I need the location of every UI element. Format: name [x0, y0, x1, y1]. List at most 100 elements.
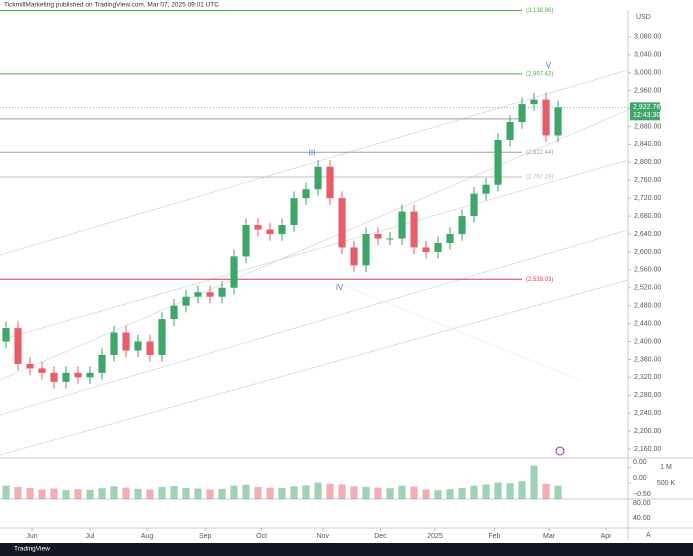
- indicator-label: 0.00: [633, 459, 647, 466]
- volume-bar: [266, 487, 274, 499]
- candle-body: [410, 211, 418, 248]
- candle-body: [386, 238, 394, 240]
- volume-bar: [242, 484, 250, 499]
- event-icon[interactable]: [555, 446, 565, 456]
- y-tick-label: 3,040.00: [634, 52, 661, 59]
- candle-body: [86, 372, 94, 378]
- candle-body: [38, 368, 46, 373]
- volume-bar: [206, 489, 214, 499]
- wave-label: V: [546, 61, 552, 70]
- y-tick-label: 2,520.00: [634, 285, 661, 292]
- candle-body: [134, 341, 142, 351]
- candle-body: [98, 354, 106, 373]
- volume-bar: [338, 484, 346, 499]
- candle-body: [158, 319, 166, 355]
- candle-body: [506, 122, 514, 140]
- volume-bar: [530, 465, 538, 499]
- candle-body: [266, 229, 274, 234]
- volume-bar: [38, 489, 46, 499]
- candle-body: [2, 328, 10, 342]
- level-label: (2,767.19): [526, 175, 553, 181]
- indicator-label: −0.50: [633, 491, 651, 498]
- volume-bar: [170, 486, 178, 499]
- candle-body: [74, 372, 82, 378]
- header: TickmillMarketing published on TradingVi…: [4, 2, 219, 9]
- volume-bar: [194, 488, 202, 499]
- candle-body: [110, 332, 118, 355]
- volume-tick-label: 1 M: [660, 464, 672, 471]
- volume-bar: [2, 485, 10, 499]
- volume-bar: [14, 486, 22, 499]
- x-tick-label: Feb: [488, 533, 500, 540]
- candle-body: [146, 341, 154, 355]
- candle-body: [530, 99, 538, 105]
- volume-bar: [278, 487, 286, 499]
- y-tick-label: 2,720.00: [634, 195, 661, 202]
- level-label: (2,539.03): [526, 277, 553, 283]
- indicator-label: 0.00: [633, 475, 647, 482]
- trend-channels: [0, 69, 629, 456]
- y-tick-label: 3,000.00: [634, 70, 661, 77]
- y-tick-label: 2,400.00: [634, 338, 661, 345]
- candle-body: [182, 296, 190, 306]
- volume-bar: [230, 485, 238, 499]
- candle-body: [218, 287, 226, 297]
- candle-body: [434, 242, 442, 252]
- candle-body: [50, 372, 58, 382]
- candle-body: [518, 104, 526, 122]
- candle-body: [470, 193, 478, 217]
- x-tick-label: Jun: [26, 533, 37, 540]
- level-label: (3,138.86): [526, 8, 553, 14]
- volume-bar: [410, 486, 418, 499]
- y-tick-label: 2,680.00: [634, 213, 661, 220]
- volume-bar: [290, 486, 298, 499]
- y-tick-label: 2,280.00: [634, 392, 661, 399]
- y-tick-label: 2,440.00: [634, 320, 661, 327]
- currency: USD: [636, 14, 651, 21]
- candle-body: [422, 247, 430, 252]
- volume-bar: [434, 490, 442, 499]
- wave-label: III: [309, 148, 316, 157]
- x-tick-label: Mar: [543, 533, 556, 540]
- volume-bar: [482, 484, 490, 499]
- candle-body: [554, 107, 562, 136]
- x-tick-label: 2025: [427, 533, 443, 540]
- level-label: (2,822.44): [526, 150, 553, 156]
- y-tick-label: 2,160.00: [634, 446, 661, 453]
- volume-bar: [218, 488, 226, 499]
- candle-body: [350, 247, 358, 266]
- volume-bar: [422, 489, 430, 499]
- candle-body: [170, 305, 178, 320]
- y-tick-label: 2,640.00: [634, 231, 661, 238]
- countdown-label: 12:43:30: [633, 112, 660, 119]
- scale-button[interactable]: A: [646, 532, 651, 539]
- volume-tick-label: 500 K: [657, 480, 676, 487]
- candle-body: [62, 372, 70, 382]
- x-tick-label: Apr: [601, 533, 613, 540]
- volume-bar: [182, 487, 190, 499]
- y-tick-label: 2,480.00: [634, 303, 661, 310]
- volume-bar: [98, 488, 106, 499]
- footer-bar: [0, 543, 693, 556]
- indicator-label: 40.00: [633, 515, 651, 522]
- y-tick-label: 3,080.00: [634, 34, 661, 41]
- volume-bar: [350, 486, 358, 499]
- wave-label: IV: [336, 283, 344, 292]
- candle-body: [206, 292, 214, 297]
- last-price-box: [630, 102, 660, 121]
- candle-body: [26, 363, 34, 369]
- y-tick-label: 2,840.00: [634, 141, 661, 148]
- candle-body: [374, 234, 382, 239]
- volume-bar: [74, 489, 82, 499]
- candle-body: [14, 328, 22, 364]
- y-tick-label: 2,880.00: [634, 123, 661, 130]
- volume-bar: [446, 489, 454, 499]
- candle-body: [290, 198, 298, 226]
- candle-body: [122, 332, 130, 351]
- footer-logo: TradingView: [14, 546, 50, 553]
- candle-body: [362, 234, 370, 266]
- y-tick-label: 2,960.00: [634, 87, 661, 94]
- candle-body: [326, 166, 334, 199]
